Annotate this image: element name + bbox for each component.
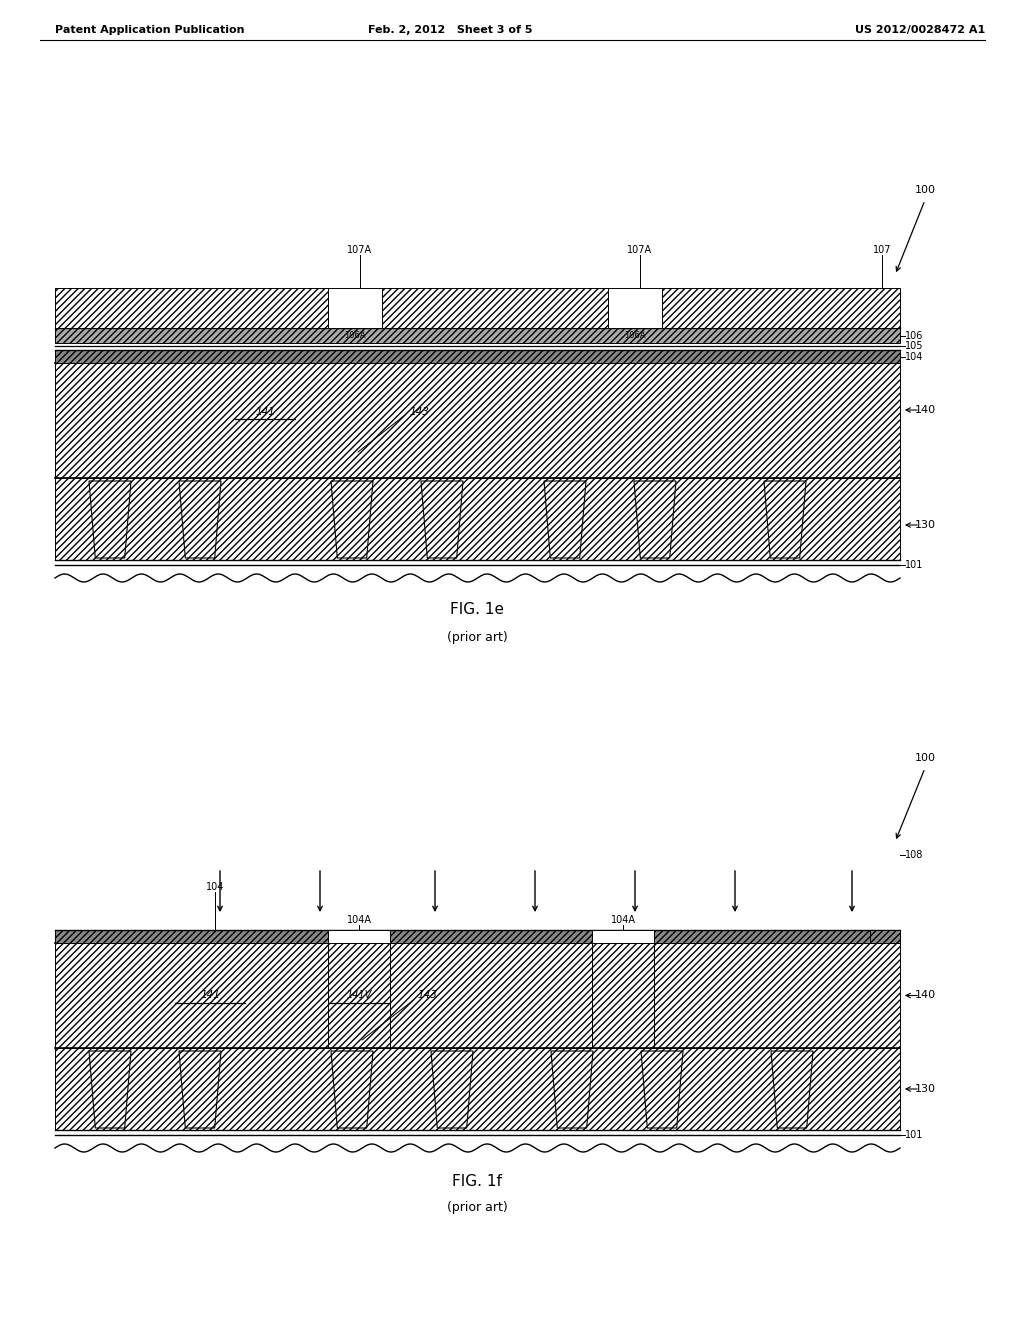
Text: 108: 108 (905, 850, 924, 861)
Text: 104A: 104A (610, 915, 636, 925)
Text: 143: 143 (418, 990, 438, 1001)
Bar (55, 288, 328, 327)
Text: 141: 141 (255, 407, 274, 417)
Text: 105: 105 (905, 341, 924, 351)
Text: 140: 140 (915, 405, 936, 414)
Text: (prior art): (prior art) (446, 631, 507, 644)
Text: 104: 104 (206, 882, 224, 892)
Bar (55, 942, 900, 1048)
Polygon shape (89, 1051, 131, 1129)
Bar (870, 931, 900, 942)
Polygon shape (421, 480, 463, 558)
Text: US 2012/0028472 A1: US 2012/0028472 A1 (855, 25, 985, 36)
Polygon shape (641, 1051, 683, 1129)
Polygon shape (331, 1051, 373, 1129)
Text: FIG. 1e: FIG. 1e (450, 602, 504, 618)
Text: 140: 140 (915, 990, 936, 1001)
Bar (55, 363, 900, 478)
Text: 141: 141 (200, 990, 220, 1001)
Bar (55, 1048, 900, 1130)
Polygon shape (179, 1051, 221, 1129)
Text: 104: 104 (905, 351, 924, 362)
Text: 141V: 141V (346, 990, 372, 1001)
Text: 130: 130 (915, 1084, 936, 1094)
Bar (55, 327, 900, 343)
Text: 107A: 107A (347, 246, 373, 255)
Text: 106A: 106A (625, 331, 646, 341)
Bar (608, 288, 662, 327)
Polygon shape (331, 480, 373, 558)
Text: Feb. 2, 2012   Sheet 3 of 5: Feb. 2, 2012 Sheet 3 of 5 (368, 25, 532, 36)
Text: 130: 130 (915, 520, 936, 531)
Bar (328, 931, 390, 942)
Text: 100: 100 (915, 185, 936, 195)
Text: FIG. 1f: FIG. 1f (452, 1175, 502, 1189)
Bar (55, 931, 900, 942)
Text: 107A: 107A (628, 246, 652, 255)
Polygon shape (89, 480, 131, 558)
Text: 100: 100 (915, 752, 936, 763)
Polygon shape (551, 1051, 593, 1129)
Text: 101: 101 (905, 560, 924, 570)
Polygon shape (764, 480, 806, 558)
Text: 106A: 106A (344, 331, 366, 341)
Text: Patent Application Publication: Patent Application Publication (55, 25, 245, 36)
Text: 107: 107 (872, 246, 891, 255)
Polygon shape (771, 1051, 813, 1129)
Text: (prior art): (prior art) (446, 1201, 507, 1214)
Bar (592, 931, 654, 942)
Bar (382, 288, 608, 327)
Polygon shape (634, 480, 676, 558)
Bar (55, 478, 900, 560)
Polygon shape (431, 1051, 473, 1129)
Text: 143: 143 (410, 407, 430, 417)
Text: 106: 106 (905, 330, 924, 341)
Bar (55, 350, 900, 363)
Bar (662, 288, 900, 327)
Text: 101: 101 (905, 1130, 924, 1140)
Polygon shape (544, 480, 586, 558)
Bar (328, 288, 382, 327)
Text: 104A: 104A (346, 915, 372, 925)
Polygon shape (179, 480, 221, 558)
